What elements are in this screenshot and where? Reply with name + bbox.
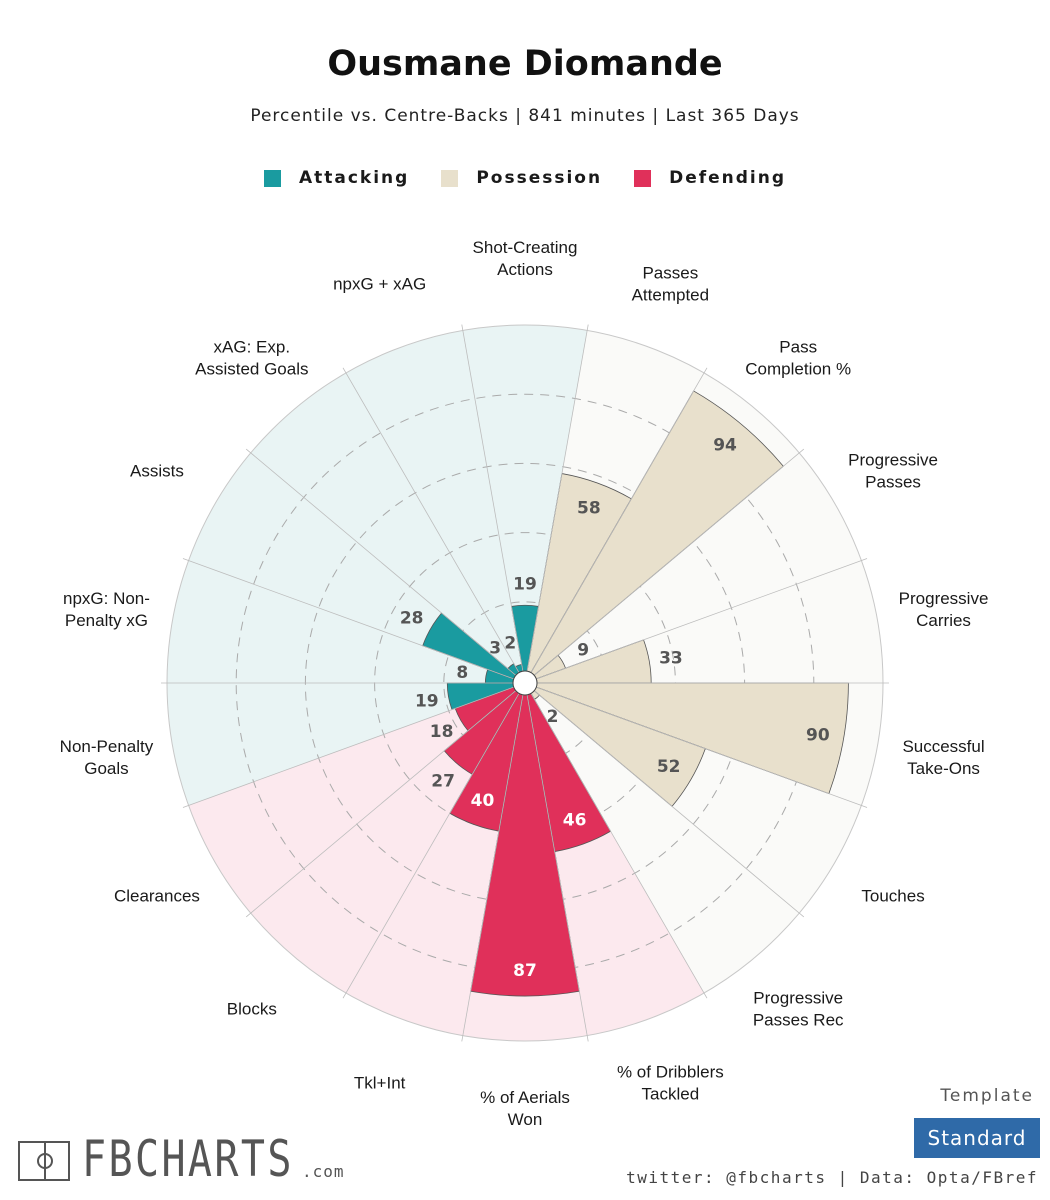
sector-dividers: [161, 324, 889, 1042]
category-label-npxg-non-penalty-xg: npxG: Non-Penalty xG: [63, 589, 150, 630]
sector-divider: [342, 367, 520, 673]
template-label: Template: [940, 1086, 1034, 1106]
category-label-of-aerials-won: % of Aerials Won: [480, 1088, 570, 1129]
legend: Attacking Possession Defending: [0, 168, 1050, 188]
logo-domain: .com: [302, 1162, 345, 1181]
category-label-assists: Assists: [130, 462, 184, 481]
category-label-passes-attempted: Passes Attempted: [632, 264, 710, 305]
legend-item-possession: Possession: [441, 168, 602, 188]
sector-divider: [526, 694, 589, 1042]
legend-item-attacking: Attacking: [263, 168, 410, 188]
value-label-pass-completion: 94: [713, 436, 737, 456]
value-label-tkl-int: 40: [471, 791, 495, 811]
sector-divider: [530, 367, 708, 673]
value-label-progressive-passes: 9: [577, 640, 589, 660]
sector-divider: [182, 558, 514, 680]
sector-bg-xag-exp-assisted-goals: [250, 372, 519, 676]
legend-swatch-possession: [441, 169, 459, 187]
sector-divider: [536, 686, 868, 808]
value-label-shot-creating-actions: 19: [513, 574, 537, 594]
value-label-progressive-carries: 33: [659, 648, 683, 668]
category-label-shot-creating-actions: Shot-Creating Actions: [473, 238, 578, 279]
footer-credits: twitter: @fbcharts | Data: Opta/FBref: [626, 1168, 1038, 1187]
legend-swatch-attacking: [263, 169, 281, 187]
value-label-xag-exp-assisted-goals: 3: [489, 638, 501, 658]
sector-bg-clearances: [188, 687, 516, 914]
value-label-of-dribblers-tackled: 46: [563, 810, 587, 830]
logo-text: FBCHARTS: [82, 1130, 294, 1188]
value-label-npxg-non-penalty-xg: 8: [456, 663, 468, 683]
legend-item-defending: Defending: [634, 168, 786, 188]
sector-bg-blocks: [250, 690, 519, 994]
sector-divider: [461, 694, 524, 1042]
sector-divider: [461, 324, 524, 672]
category-label-progressive-passes: Progressive Passes: [848, 451, 938, 492]
category-label-non-penalty-goals: Non-Penalty Goals: [60, 737, 154, 778]
category-label-tkl-int: Tkl+Int: [354, 1073, 406, 1092]
category-label-of-dribblers-tackled: % of Dribblers Tackled: [617, 1062, 724, 1103]
value-label-touches: 52: [657, 757, 681, 777]
percentile-bars: [422, 390, 849, 997]
value-label-non-penalty-goals: 19: [415, 691, 439, 711]
sector-divider: [245, 448, 517, 676]
value-label-clearances: 18: [430, 722, 454, 742]
sector-divider: [536, 558, 868, 680]
sector-divider: [245, 690, 517, 918]
center-hole: [512, 670, 538, 696]
category-label-xag-exp-assisted-goals: xAG: Exp. Assisted Goals: [195, 337, 308, 378]
category-label-touches: Touches: [861, 887, 924, 906]
sector-bg-npxg-non-penalty-xg: [167, 560, 514, 683]
legend-label-possession: Possession: [476, 168, 603, 188]
legend-label-defending: Defending: [669, 168, 787, 188]
sector-divider: [533, 690, 805, 918]
legend-label-attacking: Attacking: [298, 168, 410, 188]
sector-bg-assists: [188, 452, 516, 679]
template-badge: Standard: [914, 1118, 1040, 1158]
chart-subtitle: Percentile vs. Centre-Backs | 841 minute…: [250, 106, 800, 126]
category-label-pass-completion: Pass Completion %: [745, 337, 851, 378]
value-label-npxg-xag: 2: [504, 634, 516, 654]
sector-bg-non-penalty-goals: [167, 683, 514, 806]
category-labels: Shot-Creating Actions Passes Attempted Pass C…: [60, 238, 989, 1129]
category-label-npxg-xag: npxG + xAG: [333, 275, 426, 294]
category-label-progressive-passes-rec: Progressive Passes Rec: [753, 989, 844, 1030]
value-label-progressive-passes-rec: 2: [547, 707, 559, 727]
sector-bg-npxg-xag: [346, 330, 523, 673]
sector-divider: [533, 448, 805, 676]
sector-bg-shot-creating-actions: [462, 325, 588, 672]
pitch-icon: [18, 1141, 70, 1181]
chart-title: Ousmane Diomande: [327, 44, 723, 84]
category-label-clearances: Clearances: [114, 887, 200, 906]
value-label-blocks: 27: [431, 772, 455, 792]
fbcharts-logo: FBCHARTS .com: [18, 1130, 347, 1188]
category-label-blocks: Blocks: [227, 1000, 277, 1019]
sector-divider: [526, 324, 589, 672]
legend-swatch-defending: [634, 169, 652, 187]
sector-divider: [182, 686, 514, 808]
value-label-of-aerials-won: 87: [513, 961, 537, 981]
value-label-assists: 28: [400, 609, 424, 629]
sector-bg-progressive-passes-rec: [531, 690, 800, 994]
sector-divider: [342, 693, 520, 999]
category-label-progressive-carries: Progressive Carries: [899, 589, 989, 630]
value-label-passes-attempted: 58: [577, 499, 601, 519]
sector-bg-progressive-passes: [534, 452, 862, 679]
value-label-successful-take-ons: 90: [806, 726, 830, 746]
category-label-successful-take-ons: Successful Take-Ons: [902, 737, 984, 778]
sector-divider: [530, 693, 708, 999]
